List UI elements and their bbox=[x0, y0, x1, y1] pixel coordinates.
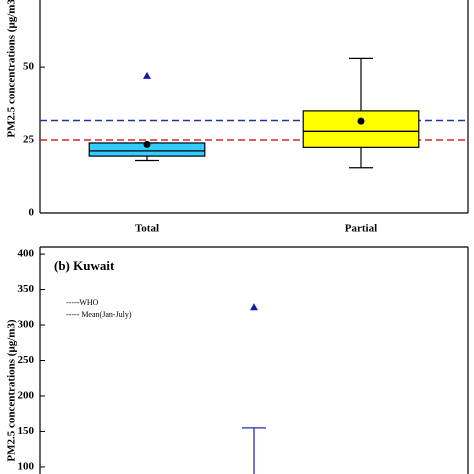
outlier bbox=[143, 71, 151, 79]
box bbox=[302, 110, 420, 148]
y-axis-label: PM2.5 concentrations (μg/m3) bbox=[6, 0, 18, 138]
mean-marker bbox=[143, 140, 151, 148]
y-tick-label: 100 bbox=[18, 460, 35, 472]
mean-marker bbox=[357, 117, 365, 125]
y-axis-label: PM2.5 concentrations (μg/m3) bbox=[6, 319, 18, 462]
x-tick-label: Partial bbox=[345, 223, 377, 235]
y-tick-label: 150 bbox=[18, 425, 35, 437]
outlier bbox=[250, 303, 258, 311]
y-tick-label: 200 bbox=[18, 390, 35, 402]
panel-title: (b) Kuwait bbox=[54, 258, 115, 273]
y-tick-label: 250 bbox=[18, 354, 35, 366]
y-tick-label: 350 bbox=[18, 283, 35, 295]
y-tick-label: 300 bbox=[18, 319, 35, 331]
y-tick-label: 0 bbox=[29, 207, 35, 219]
y-tick-label: 25 bbox=[23, 134, 35, 146]
x-tick-label: Total bbox=[135, 223, 159, 235]
legend-entry: -----WHO bbox=[66, 298, 99, 307]
legend-entry: ----- Mean(Jan-July) bbox=[66, 310, 132, 319]
y-tick-label: 50 bbox=[23, 61, 35, 73]
y-tick-label: 400 bbox=[18, 248, 35, 260]
